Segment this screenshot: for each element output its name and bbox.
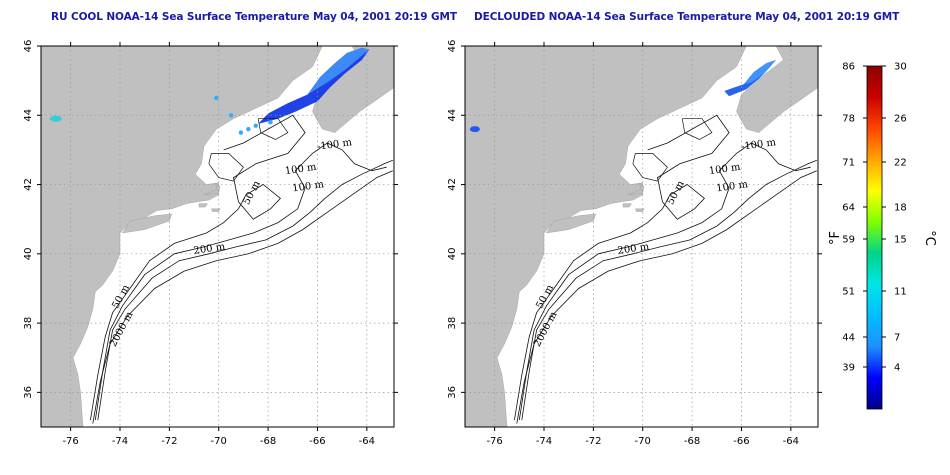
land-mass: [627, 182, 645, 196]
depth-contour: [92, 170, 393, 424]
depth-contour: [208, 153, 244, 182]
latitude-tick-label: 44: [23, 109, 34, 122]
sst-pixel: [214, 95, 219, 101]
sst-pixel: [49, 115, 62, 122]
land-mass: [122, 213, 173, 234]
fahrenheit-tick-label: 51: [842, 287, 855, 298]
contour-label: 100 m: [716, 179, 749, 194]
celsius-tick-label: 7: [894, 333, 900, 344]
celsius-tick-label: 18: [894, 203, 907, 214]
longitude-tick-label: -72: [585, 436, 601, 447]
latitude-tick-label: 38: [447, 317, 458, 330]
depth-contour: [257, 118, 289, 140]
longitude-tick-label: -74: [536, 436, 552, 447]
fahrenheit-tick-label: 64: [842, 203, 855, 214]
depth-contour: [514, 114, 730, 421]
right-map-title: DECLOUDED NOAA-14 Sea Surface Temperatur…: [474, 11, 900, 23]
celsius-tick-label: 30: [894, 62, 907, 73]
longitude-tick-label: -68: [260, 436, 276, 447]
map-frame: [464, 45, 819, 428]
latitude-tick-label: 44: [447, 109, 458, 122]
latitude-tick-label: 38: [23, 317, 34, 330]
latitude-tick-label: 36: [447, 386, 458, 399]
land-mass: [736, 46, 818, 133]
sst-pixel: [238, 130, 244, 135]
latitude-tick-label: 42: [447, 178, 458, 191]
sst-pixel: [253, 123, 258, 128]
latitude-tick-label: 40: [447, 247, 458, 260]
fahrenheit-tick-label: 44: [842, 333, 855, 344]
map-frame: [40, 45, 395, 428]
fahrenheit-tick-label: 59: [842, 235, 855, 246]
celsius-tick-label: 11: [894, 287, 907, 298]
longitude-tick-label: -72: [161, 436, 177, 447]
land-mass: [210, 208, 221, 212]
longitude-tick-label: -64: [783, 436, 799, 447]
colorbar-gradient: [866, 65, 883, 410]
contour-label: -100 m: [316, 137, 353, 153]
longitude-tick-label: -66: [733, 436, 749, 447]
longitude-tick-label: -70: [211, 436, 227, 447]
longitude-tick-label: -74: [112, 436, 128, 447]
depth-contour: [632, 153, 668, 182]
contour-label: 100 m: [708, 162, 741, 177]
latitude-tick-label: 42: [23, 178, 34, 191]
sst-pixel: [246, 126, 251, 132]
longitude-tick-label: -68: [684, 436, 700, 447]
land-mass: [41, 46, 323, 427]
longitude-tick-label: -76: [62, 436, 78, 447]
depth-contour: [97, 159, 393, 421]
longitude-tick-label: -64: [359, 436, 375, 447]
depth-contour: [516, 170, 817, 424]
latitude-tick-label: 46: [447, 40, 458, 53]
fahrenheit-tick-label: 78: [842, 114, 855, 125]
depth-contour: [94, 142, 387, 421]
longitude-tick-label: -66: [309, 436, 325, 447]
temperature-colorbar: 86 78 71 64 59 51 44 39 30 26 22 18 15 11 7 4 °F °C: [828, 62, 937, 410]
depth-contour: [681, 118, 713, 140]
contour-label: 200 m: [193, 241, 226, 256]
fahrenheit-tick-label: 39: [842, 363, 855, 374]
land-mass: [203, 182, 221, 196]
land-mass: [622, 203, 632, 208]
sst-cool-patch: [743, 59, 776, 85]
latitude-tick-label: 46: [23, 40, 34, 53]
celsius-tick-label: 4: [894, 363, 900, 374]
celsius-tick-label: 26: [894, 114, 907, 125]
land-mass: [634, 208, 645, 212]
celsius-unit-label: °C: [922, 230, 937, 246]
land-mass: [465, 46, 747, 427]
contour-label: 100 m: [284, 162, 317, 177]
sst-pixel: [268, 120, 273, 125]
celsius-tick-label: 15: [894, 235, 907, 246]
land-mass: [198, 203, 208, 208]
depth-contour: [90, 114, 306, 421]
celsius-tick-label: 22: [894, 158, 907, 169]
contour-label: -100 m: [740, 137, 777, 153]
longitude-tick-label: -76: [486, 436, 502, 447]
contour-label: 200 m: [617, 241, 650, 256]
depth-contour: [521, 159, 817, 421]
sst-pixel: [469, 126, 480, 133]
latitude-tick-label: 36: [23, 386, 34, 399]
latitude-tick-label: 40: [23, 247, 34, 260]
fahrenheit-unit-label: °F: [828, 231, 843, 245]
fahrenheit-tick-label: 86: [842, 62, 855, 73]
contour-label: 100 m: [292, 179, 325, 194]
fahrenheit-tick-label: 71: [842, 158, 855, 169]
depth-contour: [518, 142, 811, 421]
land-mass: [546, 213, 597, 234]
longitude-tick-label: -70: [635, 436, 651, 447]
sst-cool-patch: [307, 47, 370, 95]
left-map-title: RU COOL NOAA-14 Sea Surface Temperature …: [51, 11, 457, 23]
